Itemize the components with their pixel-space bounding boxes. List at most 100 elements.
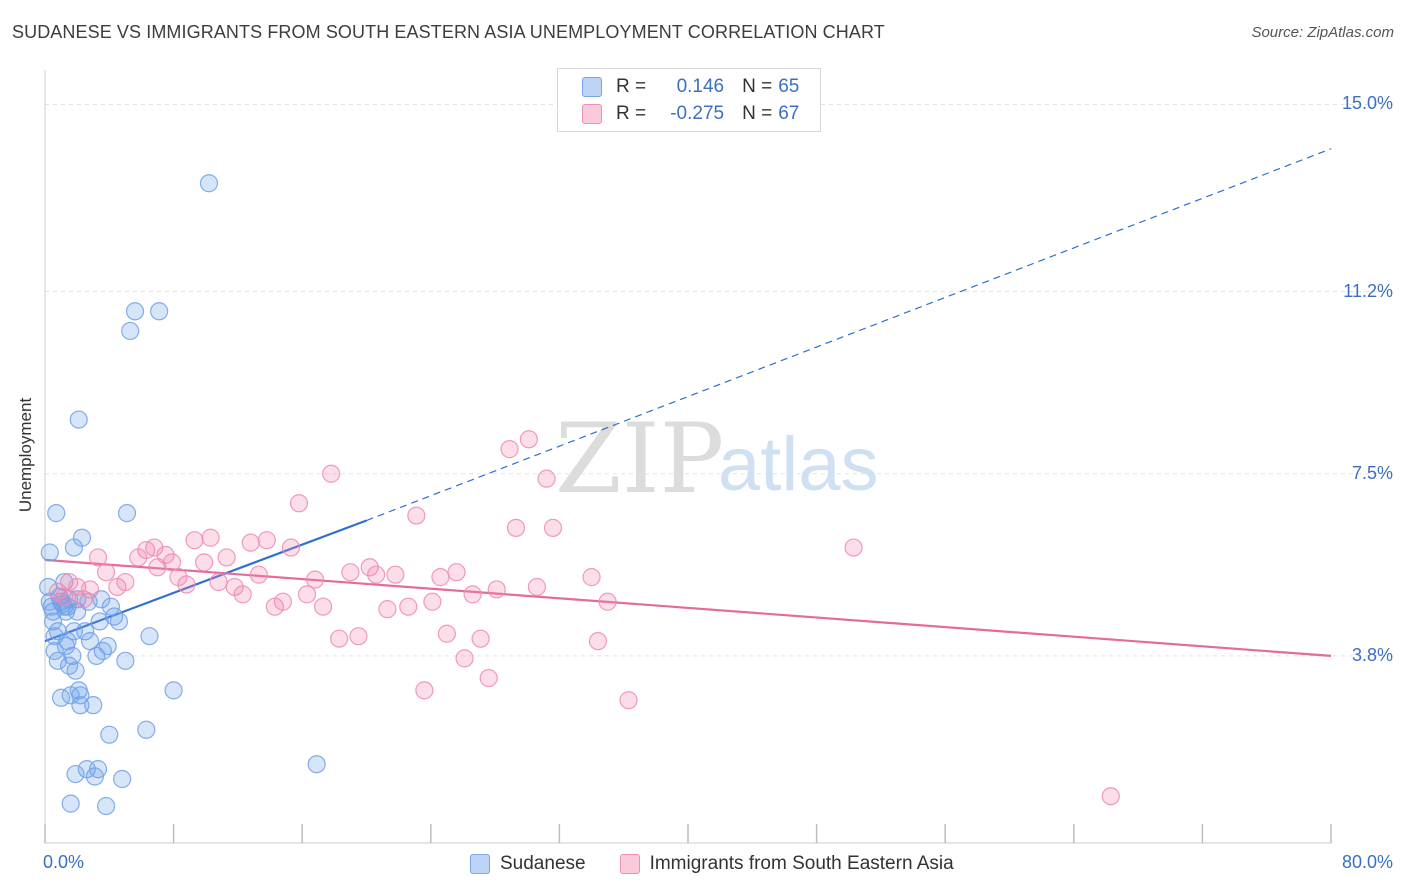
point-0-45 (96, 796, 116, 816)
trend-line-sudanese-extension (366, 148, 1332, 522)
legend-swatch-immigrants (619, 854, 640, 874)
trend-line-immigrants (44, 558, 1332, 658)
point-0-53 (117, 504, 137, 523)
point-1-7 (96, 563, 116, 582)
point-0-59 (164, 681, 183, 700)
point-0-20 (51, 688, 71, 707)
y-tick-label-0: 3.8% (1351, 644, 1393, 665)
point-1-24 (233, 585, 252, 604)
source-label: Source: ZipAtlas.com (1251, 24, 1394, 41)
point-1-66 (1101, 787, 1120, 806)
point-1-62 (588, 632, 608, 651)
point-0-4 (43, 612, 63, 631)
series-1 (48, 430, 1120, 806)
legend-item-sudanese[interactable]: Sudanese (470, 853, 586, 875)
point-1-34 (313, 597, 333, 616)
point-1-12 (145, 538, 164, 557)
point-0-0 (40, 543, 59, 562)
point-1-5 (80, 580, 100, 599)
point-0-42 (90, 612, 109, 631)
r-value: -0.275 (670, 103, 725, 124)
point-0-62 (43, 602, 63, 621)
point-1-6 (88, 548, 108, 567)
stats-row-sudanese: R = 0.146 N = 65 (582, 74, 799, 100)
point-1-19 (195, 553, 214, 572)
point-0-6 (45, 641, 64, 661)
r-label: R = (616, 76, 647, 97)
point-1-42 (386, 565, 405, 584)
point-1-56 (506, 518, 526, 537)
point-1-30 (281, 538, 301, 557)
n-label: N = (742, 103, 773, 124)
point-1-4 (74, 590, 93, 609)
point-1-58 (537, 469, 556, 488)
point-0-18 (63, 646, 82, 666)
grid-lines (45, 103, 1392, 657)
y-axis-label: Unemployment (16, 397, 35, 513)
trend-line-sudanese (44, 519, 367, 643)
point-1-39 (360, 558, 379, 577)
r-label: R = (616, 103, 647, 124)
n-value: 65 (778, 76, 800, 97)
watermark-zip: ZIP (555, 403, 724, 515)
point-1-37 (341, 563, 360, 582)
point-0-22 (56, 636, 75, 656)
stats-box: R = 0.146 N = 65 R = -0.275 N = 67 (557, 68, 821, 132)
point-0-51 (113, 769, 132, 789)
point-0-60 (199, 174, 219, 193)
point-1-29 (273, 592, 293, 611)
point-0-31 (71, 686, 90, 705)
point-0-50 (109, 612, 129, 631)
point-1-9 (116, 572, 135, 592)
point-0-61 (307, 755, 326, 774)
point-1-26 (249, 565, 268, 584)
point-0-9 (48, 651, 67, 670)
point-1-44 (407, 506, 426, 525)
point-1-31 (289, 494, 309, 513)
x-tick-label-0: 0.0% (43, 852, 85, 872)
point-1-60 (543, 518, 563, 537)
point-1-55 (500, 440, 519, 459)
point-1-38 (349, 627, 368, 646)
watermark-atlas: atlas (718, 422, 879, 507)
point-0-57 (140, 627, 159, 646)
point-0-24 (61, 794, 80, 813)
point-0-52 (116, 651, 135, 670)
point-1-59 (527, 577, 546, 597)
point-1-25 (241, 533, 260, 552)
series-0 (39, 174, 326, 816)
data-points (39, 174, 1120, 816)
legend-label-sudanese: Sudanese (500, 853, 586, 874)
stats-swatch-immigrants (582, 104, 602, 124)
y-tick-label-2: 11.2% (1343, 280, 1393, 301)
point-1-48 (437, 624, 456, 643)
r-value: 0.146 (676, 76, 725, 97)
axes (44, 70, 1332, 844)
point-1-27 (257, 531, 276, 550)
n-label: N = (742, 76, 773, 97)
point-1-41 (378, 600, 397, 619)
y-tick-label-3: 15.0% (1341, 93, 1393, 114)
point-1-18 (185, 531, 204, 550)
point-1-20 (201, 528, 220, 547)
point-1-50 (455, 649, 474, 668)
point-1-64 (619, 691, 638, 710)
point-1-57 (519, 430, 538, 449)
legend: Sudanese Immigrants from South Eastern A… (470, 852, 988, 876)
point-1-45 (415, 681, 434, 700)
legend-item-immigrants[interactable]: Immigrants from South Eastern Asia (619, 853, 954, 875)
point-1-65 (844, 538, 863, 557)
point-0-56 (137, 720, 156, 739)
trend-lines (44, 148, 1332, 658)
point-1-22 (217, 548, 236, 567)
point-1-36 (330, 629, 349, 648)
point-0-41 (88, 760, 108, 779)
point-0-63 (58, 597, 77, 616)
point-0-34 (76, 622, 95, 641)
point-0-8 (48, 622, 67, 641)
point-1-35 (322, 464, 341, 483)
point-0-64 (66, 661, 85, 680)
stats-swatch-sudanese (582, 77, 602, 97)
n-value: 67 (778, 103, 800, 124)
